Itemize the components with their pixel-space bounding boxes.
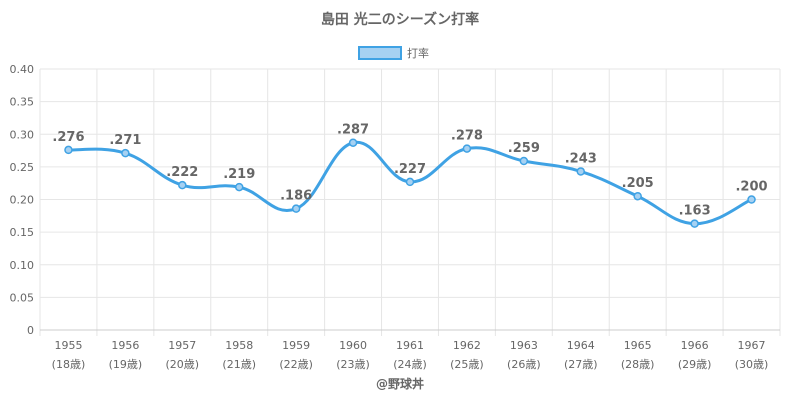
series-batting-average <box>64 138 756 228</box>
data-point[interactable] <box>462 144 472 153</box>
data-point[interactable] <box>121 148 130 158</box>
y-tick-label: 0.10 <box>10 259 35 272</box>
y-tick-label: 0.40 <box>10 63 35 76</box>
y-tick-label: 0.35 <box>10 96 35 109</box>
x-tick-label: 1956 <box>111 339 139 352</box>
x-age-label: (18歳) <box>52 358 86 371</box>
x-age-label: (22歳) <box>279 358 313 371</box>
credit-text: @野球丼 <box>376 376 424 391</box>
x-tick-label: 1963 <box>510 339 538 352</box>
y-tick-label: 0.15 <box>10 226 35 239</box>
data-labels: .276 .271 .222 .219 .186 .287 .227 .278 .259 .243… <box>52 123 767 219</box>
data-point[interactable] <box>633 191 642 201</box>
grid <box>39 68 781 336</box>
x-age-label: (28歳) <box>621 358 655 371</box>
data-label: .287 <box>337 123 369 138</box>
data-label: .276 <box>52 130 84 145</box>
data-point[interactable] <box>64 145 73 155</box>
x-tick-label: 1962 <box>453 339 481 352</box>
x-tick-label: 1959 <box>282 339 310 352</box>
x-age-label: (25歳) <box>450 358 484 371</box>
x-age-label: (19歳) <box>109 358 143 371</box>
legend-label: 打率 <box>407 46 429 60</box>
data-label: .278 <box>451 129 483 144</box>
x-age-label: (26歳) <box>507 358 541 371</box>
data-label: .186 <box>280 189 312 204</box>
data-point[interactable] <box>690 219 699 228</box>
legend[interactable]: 打率 <box>358 46 429 60</box>
x-tick-label: 1960 <box>339 339 367 352</box>
data-point[interactable] <box>405 177 415 187</box>
x-tick-label: 1966 <box>681 339 709 352</box>
x-age-label: (24歳) <box>393 358 427 371</box>
data-label: .200 <box>735 180 767 195</box>
x-tick-label: 1958 <box>225 339 253 352</box>
y-tick-label: 0.25 <box>10 161 35 174</box>
chart-title: 島田 光二のシーズン打率 <box>321 11 479 28</box>
y-tick-label: 0 <box>27 324 34 337</box>
data-label: .222 <box>166 165 198 180</box>
x-tick-label: 1961 <box>396 339 424 352</box>
x-tick-label: 1965 <box>624 339 652 352</box>
data-label: .163 <box>679 204 711 219</box>
y-tick-label: 0.30 <box>10 128 35 141</box>
data-point[interactable] <box>348 138 358 147</box>
data-point[interactable] <box>291 204 301 213</box>
y-tick-label: 0.05 <box>10 291 35 304</box>
x-age-label: (27歳) <box>564 358 598 371</box>
x-age-label: (21歳) <box>222 358 256 371</box>
data-label: .227 <box>394 162 426 177</box>
x-age-label: (23歳) <box>336 358 370 371</box>
x-tick-label: 1955 <box>54 339 82 352</box>
data-label: .205 <box>622 176 654 191</box>
data-label: .259 <box>508 141 540 156</box>
data-label: .219 <box>223 167 255 182</box>
data-point[interactable] <box>747 195 756 204</box>
data-point[interactable] <box>519 156 529 166</box>
x-age-label: (30歳) <box>735 358 769 371</box>
data-label: .243 <box>565 151 597 166</box>
x-tick-label: 1967 <box>738 339 766 352</box>
data-point[interactable] <box>234 182 244 192</box>
axes: 0 0.05 0.10 0.15 0.20 0.25 0.30 0.35 0.40 1955 (18… <box>10 63 780 371</box>
y-tick-label: 0.20 <box>10 194 35 207</box>
legend-swatch <box>358 46 402 60</box>
data-point[interactable] <box>178 180 187 190</box>
data-point[interactable] <box>576 167 586 176</box>
x-tick-label: 1964 <box>567 339 595 352</box>
x-age-label: (20歳) <box>166 358 200 371</box>
x-age-label: (29歳) <box>678 358 712 371</box>
x-tick-label: 1957 <box>168 339 196 352</box>
data-label: .271 <box>109 133 141 148</box>
